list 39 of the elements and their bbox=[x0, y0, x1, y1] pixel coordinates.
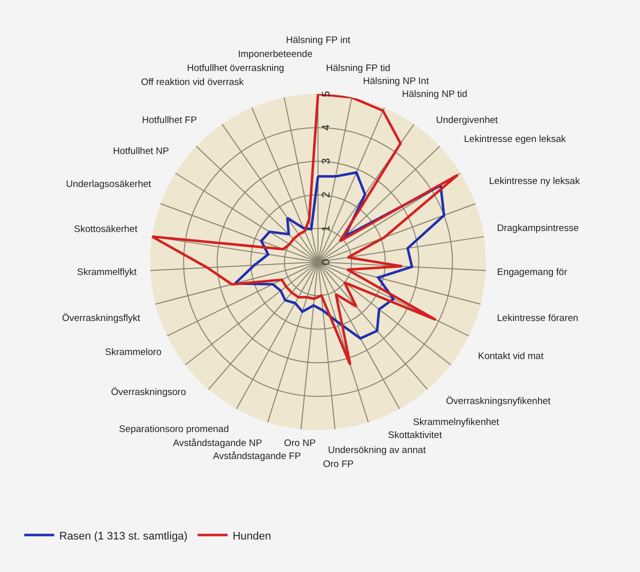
spoke-label: Oro FP bbox=[323, 459, 354, 470]
spoke-label: Off reaktion vid överrask bbox=[141, 77, 244, 88]
y-tick-label: 4 bbox=[320, 124, 332, 131]
spoke-label: Undersökning av annat bbox=[328, 445, 426, 456]
y-tick-label: 1 bbox=[320, 225, 332, 232]
spoke-label: Hälsning FP int bbox=[286, 35, 351, 46]
spoke-label: Hotfullhet FP bbox=[142, 115, 197, 126]
spoke-label: Kontakt vid mat bbox=[478, 351, 544, 362]
y-tick-label: 2 bbox=[320, 192, 332, 198]
spoke-label: Imponerbeteende bbox=[238, 49, 312, 60]
spoke-label: Undergivenhet bbox=[436, 115, 498, 126]
spoke-label: Lekintresse föraren bbox=[497, 313, 578, 324]
spoke-label: Avståndstagande NP bbox=[173, 438, 262, 449]
spoke-label: Hälsning NP tid bbox=[402, 89, 468, 100]
spoke-label: Skottosäkerhet bbox=[74, 224, 138, 235]
y-tick-label: 5 bbox=[320, 90, 332, 98]
spoke-label: Överraskningsoro bbox=[111, 387, 186, 398]
spoke-label: Underlagsosäkerhet bbox=[66, 179, 152, 190]
spoke-label: Lekintresse egen leksak bbox=[464, 134, 566, 145]
spoke-label: Engagemang för bbox=[497, 267, 568, 278]
y-tick-label: 0 bbox=[320, 258, 332, 266]
spoke-label: Separationsoro promenad bbox=[119, 424, 229, 435]
spoke-label: Överraskningsflykt bbox=[62, 313, 140, 324]
spoke-label: Överraskningsnyfikenhet bbox=[446, 396, 551, 407]
spoke-label: Hotfullhet NP bbox=[113, 146, 169, 157]
y-tick-label: 3 bbox=[320, 158, 332, 164]
spoke-label: Skrammelflykt bbox=[77, 267, 138, 278]
spoke-label: Hälsning NP Int bbox=[363, 76, 430, 87]
spoke-label: Hälsning FP tid bbox=[326, 63, 390, 74]
legend-label: Rasen (1 313 st. samtliga) bbox=[59, 530, 188, 542]
spoke-label: Dragkampsintresse bbox=[497, 223, 579, 234]
spoke-label: Hotfullhet överraskning bbox=[187, 63, 284, 74]
legend-label: Hunden bbox=[232, 530, 272, 542]
spoke-label: Lekintresse ny leksak bbox=[489, 176, 580, 187]
spoke-label: Oro NP bbox=[284, 438, 316, 449]
spoke-label: Skottaktivitet bbox=[388, 430, 442, 441]
spoke-label: Skrammeloro bbox=[105, 347, 162, 358]
spoke-label: Avståndstagande FP bbox=[213, 451, 302, 462]
spoke-label: Skrammelnyfikenhet bbox=[413, 417, 500, 428]
